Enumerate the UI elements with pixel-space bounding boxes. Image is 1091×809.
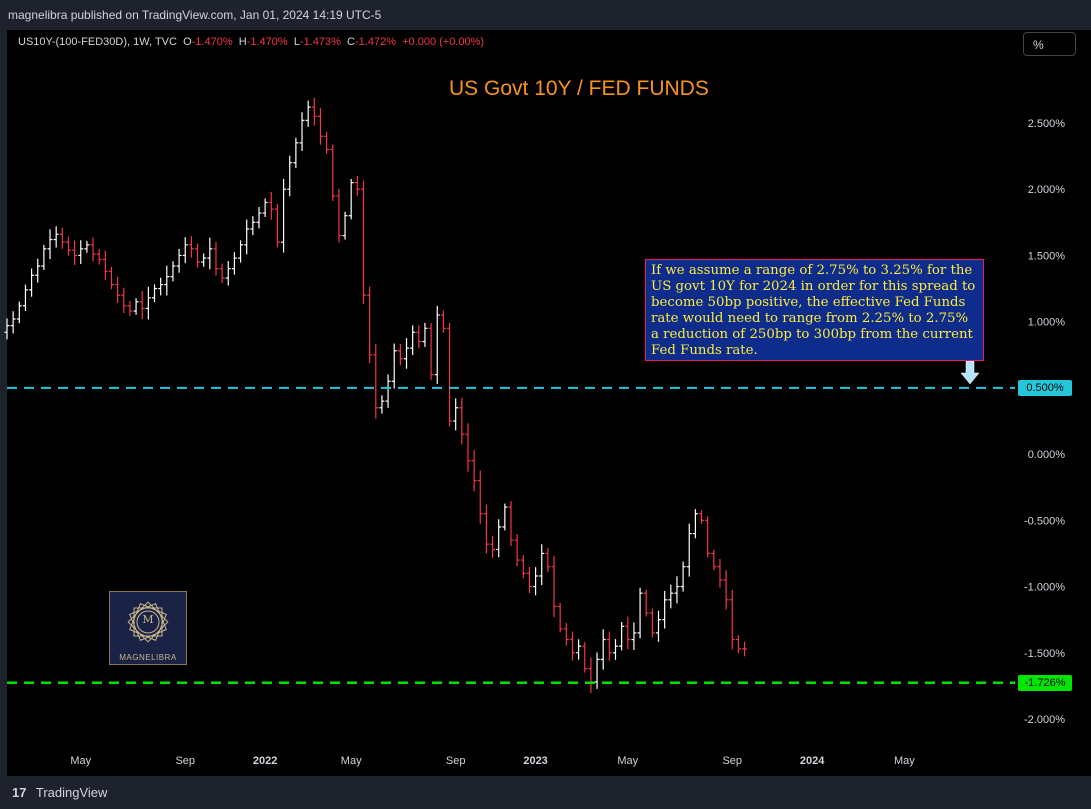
high-value: -1.470% — [246, 36, 288, 48]
chart-title: US Govt 10Y / FED FUNDS — [449, 77, 709, 100]
logo-text: MAGNELIBRA — [119, 653, 177, 662]
percent-scale-button[interactable]: % — [1023, 32, 1076, 56]
publish-info-bar: magnelibra published on TradingView.com,… — [0, 0, 1091, 30]
change-value: +0.000 (+0.00%) — [402, 36, 485, 48]
published-text: magnelibra published on TradingView.com,… — [8, 8, 382, 22]
footer-bar: 17 TradingView — [0, 776, 1091, 809]
left-edge — [0, 30, 7, 809]
close-value: -1.472% — [355, 36, 396, 48]
symbol-name: US10Y-(100-FED30D), 1W, TVC — [18, 36, 177, 48]
open-value: -1.470% — [191, 36, 233, 48]
time-axis[interactable] — [7, 744, 1091, 776]
open-label: O — [183, 36, 192, 48]
star-emblem-icon — [127, 601, 169, 643]
price-tag-0.5: 0.500% — [1018, 379, 1072, 396]
symbol-legend: US10Y-(100-FED30D), 1W, TVC O-1.470% H-1… — [18, 36, 484, 48]
low-value: -1.473% — [299, 36, 341, 48]
close-label: C — [347, 36, 355, 48]
price-tag-minus-1.726: -1.726% — [1018, 674, 1072, 691]
annotation-callout[interactable]: If we assume a range of 2.75% to 3.25% f… — [645, 259, 984, 361]
magnelibra-logo: M MAGNELIBRA — [109, 591, 187, 665]
tradingview-logo-icon: 17 — [12, 785, 27, 800]
low-label: L — [293, 36, 300, 48]
logo-monogram: M — [142, 613, 154, 626]
down-arrow-icon — [960, 361, 980, 385]
high-label: H — [238, 36, 247, 48]
footer-brand[interactable]: TradingView — [35, 785, 108, 800]
